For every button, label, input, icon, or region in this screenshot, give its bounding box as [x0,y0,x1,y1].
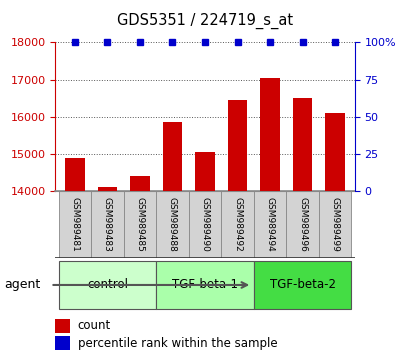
Bar [156,261,253,309]
Text: GSM989481: GSM989481 [70,197,79,252]
Bar [130,176,149,191]
Text: GDS5351 / 224719_s_at: GDS5351 / 224719_s_at [117,12,292,29]
Bar [260,78,279,191]
Bar [156,191,188,258]
Text: GSM989485: GSM989485 [135,197,144,252]
Text: GSM989494: GSM989494 [265,198,274,252]
Bar [253,261,351,309]
Text: GSM989488: GSM989488 [168,197,177,252]
Text: control: control [87,279,128,291]
Text: GSM989496: GSM989496 [297,197,306,252]
Bar [318,191,351,258]
Bar [285,191,318,258]
Text: count: count [78,319,111,332]
Text: TGF-beta-2: TGF-beta-2 [269,279,335,291]
Bar [91,191,124,258]
Bar [65,158,84,191]
Bar [325,113,344,191]
Text: TGF-beta-1: TGF-beta-1 [172,279,237,291]
Text: GSM989483: GSM989483 [103,197,112,252]
Bar [162,122,182,191]
Text: GSM989492: GSM989492 [232,198,241,252]
Bar [253,191,285,258]
Bar [292,98,312,191]
Text: GSM989490: GSM989490 [200,197,209,252]
Bar [221,191,253,258]
Bar [188,191,221,258]
Bar [227,100,247,191]
Bar [58,191,91,258]
Bar [55,319,70,333]
Bar [55,336,70,350]
Text: percentile rank within the sample: percentile rank within the sample [78,337,277,350]
Text: GSM989499: GSM989499 [330,197,339,252]
Bar [124,191,156,258]
Bar [58,261,156,309]
Text: agent: agent [4,279,40,291]
Bar [97,187,117,191]
Bar [195,152,214,191]
